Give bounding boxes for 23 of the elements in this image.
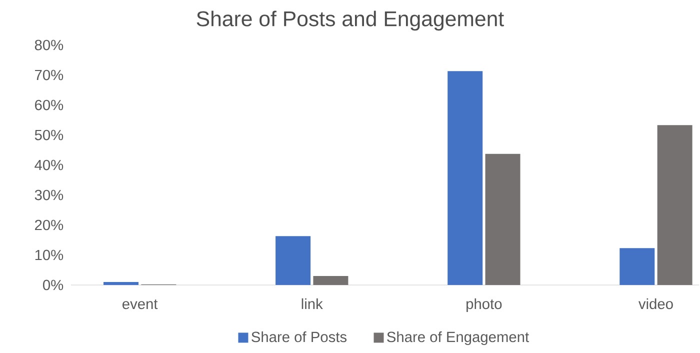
bar <box>276 236 311 285</box>
bar <box>104 282 138 285</box>
x-tick-label: photo <box>466 298 502 312</box>
legend-label: Share of Posts <box>252 331 347 342</box>
chart-title: Share of Posts and Engagement <box>196 10 504 31</box>
bar <box>620 248 655 285</box>
x-tick-label: link <box>302 298 323 309</box>
bar <box>448 71 483 285</box>
y-tick-label: 80% <box>34 40 64 50</box>
y-tick-label: 50% <box>34 130 64 140</box>
y-tick-label: 40% <box>34 160 64 170</box>
y-tick-label: 10% <box>35 250 64 260</box>
x-tick-label: event <box>122 299 158 310</box>
bar <box>485 154 520 285</box>
y-tick-label: 30% <box>34 190 64 200</box>
x-tick-label: video <box>638 298 673 310</box>
bar <box>657 125 692 285</box>
y-tick-label: 70% <box>35 70 64 80</box>
y-tick-label: 0% <box>43 280 64 290</box>
y-tick-label: 60% <box>35 100 64 110</box>
bar <box>313 276 348 285</box>
legend-label: Share of Engagement <box>387 331 529 346</box>
y-tick-label: 20% <box>35 220 64 230</box>
